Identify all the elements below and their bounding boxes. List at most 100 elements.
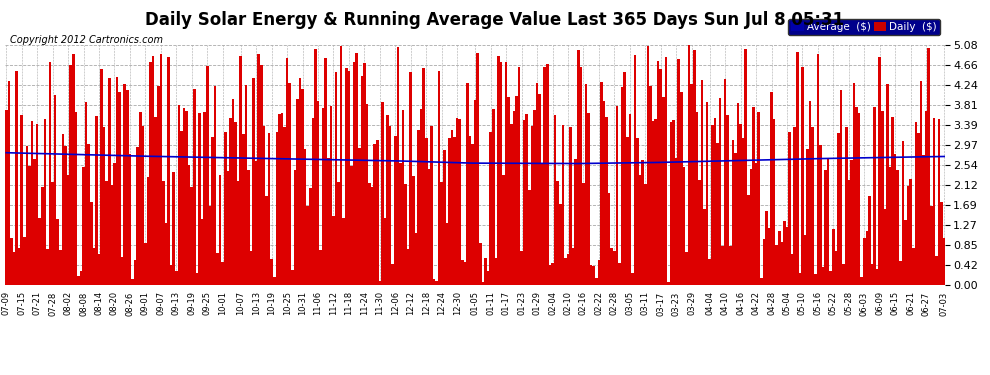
Bar: [335, 72, 338, 285]
Bar: [871, 264, 873, 285]
Bar: [129, 154, 132, 285]
Bar: [119, 92, 121, 285]
Bar: [878, 57, 881, 285]
Bar: [389, 126, 391, 285]
Bar: [301, 89, 304, 285]
Bar: [358, 148, 360, 285]
Bar: [13, 252, 15, 285]
Bar: [296, 99, 299, 285]
Bar: [536, 83, 539, 285]
Bar: [670, 122, 672, 285]
Bar: [157, 86, 159, 285]
Bar: [847, 180, 850, 285]
Bar: [252, 78, 254, 285]
Bar: [754, 162, 757, 285]
Bar: [605, 117, 608, 285]
Bar: [412, 176, 415, 285]
Bar: [884, 209, 886, 285]
Bar: [113, 163, 116, 285]
Bar: [209, 206, 211, 285]
Bar: [5, 110, 8, 285]
Bar: [747, 195, 749, 285]
Bar: [79, 271, 82, 285]
Bar: [822, 267, 825, 285]
Bar: [500, 63, 502, 285]
Bar: [175, 271, 177, 285]
Bar: [902, 141, 904, 285]
Bar: [61, 134, 64, 285]
Bar: [894, 154, 897, 285]
Bar: [286, 58, 288, 285]
Bar: [69, 65, 72, 285]
Bar: [656, 61, 659, 285]
Bar: [410, 72, 412, 285]
Bar: [603, 100, 605, 285]
Bar: [732, 140, 735, 285]
Bar: [592, 266, 595, 285]
Bar: [611, 248, 613, 285]
Bar: [124, 84, 126, 285]
Bar: [36, 124, 39, 285]
Bar: [842, 264, 844, 285]
Bar: [34, 159, 36, 285]
Bar: [497, 56, 500, 285]
Bar: [270, 259, 273, 285]
Bar: [74, 112, 77, 285]
Bar: [767, 228, 770, 285]
Bar: [654, 119, 656, 285]
Bar: [716, 143, 719, 285]
Bar: [553, 115, 556, 285]
Bar: [933, 118, 936, 285]
Bar: [860, 277, 863, 285]
Bar: [484, 258, 487, 285]
Bar: [897, 170, 899, 285]
Bar: [397, 47, 399, 285]
Bar: [237, 181, 240, 285]
Bar: [151, 56, 154, 285]
Bar: [425, 138, 428, 285]
Bar: [82, 167, 85, 285]
Bar: [53, 95, 56, 285]
Bar: [917, 132, 920, 285]
Bar: [865, 231, 868, 285]
Bar: [177, 105, 180, 285]
Bar: [907, 186, 910, 285]
Bar: [229, 118, 232, 285]
Bar: [634, 55, 637, 285]
Bar: [116, 77, 119, 285]
Bar: [644, 184, 646, 285]
Bar: [850, 160, 852, 285]
Bar: [646, 46, 649, 285]
Bar: [487, 272, 489, 285]
Bar: [910, 179, 912, 285]
Bar: [572, 248, 574, 285]
Bar: [786, 226, 788, 285]
Bar: [314, 49, 317, 285]
Bar: [667, 282, 670, 285]
Bar: [280, 113, 283, 285]
Bar: [714, 118, 716, 285]
Bar: [528, 190, 531, 285]
Bar: [912, 248, 915, 285]
Bar: [283, 127, 286, 285]
Bar: [923, 156, 925, 285]
Bar: [698, 180, 701, 285]
Bar: [368, 183, 371, 285]
Bar: [399, 163, 402, 285]
Bar: [190, 188, 193, 285]
Bar: [257, 54, 260, 285]
Bar: [95, 116, 98, 285]
Bar: [87, 144, 90, 285]
Bar: [132, 279, 134, 285]
Bar: [288, 83, 291, 285]
Bar: [474, 99, 476, 285]
Bar: [18, 248, 21, 285]
Bar: [471, 144, 474, 285]
Bar: [727, 115, 729, 285]
Bar: [441, 182, 443, 285]
Bar: [492, 109, 495, 285]
Bar: [320, 250, 322, 285]
Bar: [343, 218, 346, 285]
Bar: [172, 172, 175, 285]
Bar: [513, 111, 515, 285]
